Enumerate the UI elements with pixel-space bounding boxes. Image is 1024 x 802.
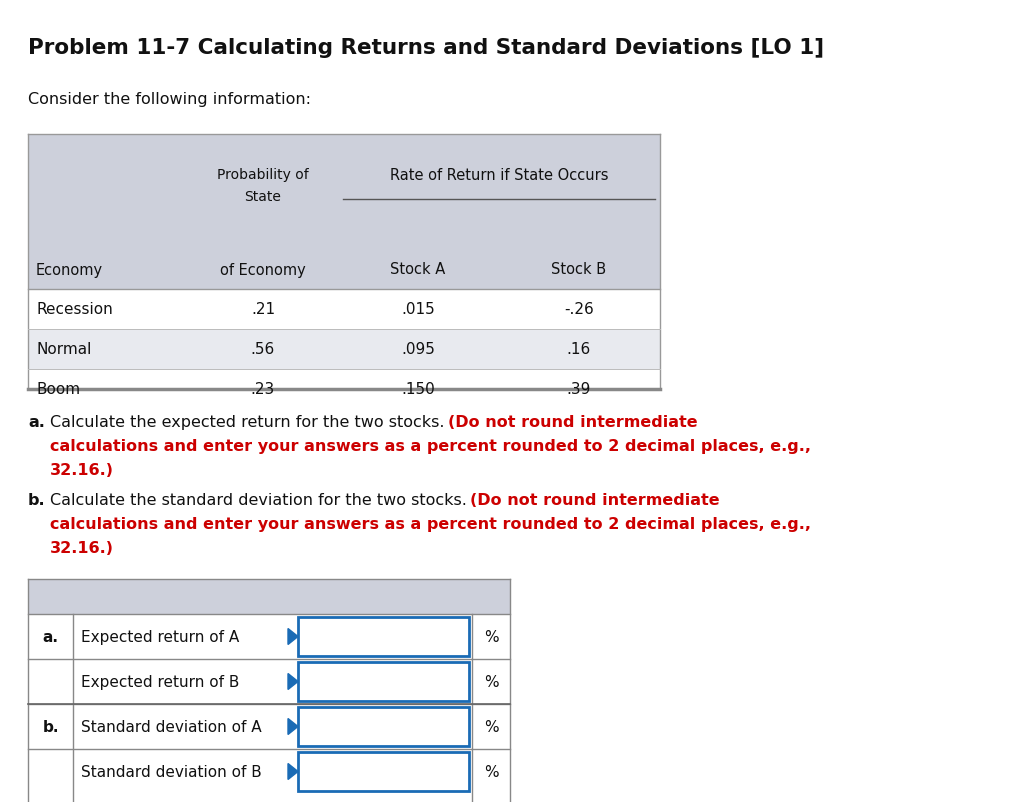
Text: .56: .56: [251, 342, 275, 357]
Bar: [28, 614, 510, 659]
Polygon shape: [288, 764, 298, 780]
Text: (Do not round intermediate: (Do not round intermediate: [447, 415, 697, 429]
Text: .21: .21: [251, 302, 275, 317]
Text: State: State: [245, 190, 282, 204]
Bar: [28, 370, 660, 410]
Text: .39: .39: [567, 382, 591, 397]
Text: Expected return of B: Expected return of B: [81, 674, 240, 689]
Text: Stock A: Stock A: [390, 262, 445, 277]
Text: of Economy: of Economy: [220, 262, 306, 277]
Text: Economy: Economy: [36, 262, 103, 277]
Bar: [28, 749, 510, 794]
Bar: [298, 662, 469, 701]
Bar: [28, 659, 510, 704]
Text: b.: b.: [42, 719, 58, 734]
Bar: [28, 704, 510, 749]
Text: Rate of Return if State Occurs: Rate of Return if State Occurs: [390, 168, 608, 182]
Text: Normal: Normal: [36, 342, 91, 357]
Text: calculations and enter your answers as a percent rounded to 2 decimal places, e.: calculations and enter your answers as a…: [50, 516, 811, 532]
Polygon shape: [288, 629, 298, 645]
Bar: [28, 135, 660, 290]
Text: (Do not round intermediate: (Do not round intermediate: [470, 492, 720, 508]
Text: 32.16.): 32.16.): [50, 463, 114, 477]
Text: a.: a.: [28, 415, 45, 429]
Text: .095: .095: [401, 342, 435, 357]
Bar: [298, 707, 469, 746]
Text: -.26: -.26: [564, 302, 594, 317]
Text: .23: .23: [251, 382, 275, 397]
Text: a.: a.: [43, 630, 58, 644]
Bar: [28, 290, 660, 330]
Text: %: %: [483, 674, 499, 689]
Text: calculations and enter your answers as a percent rounded to 2 decimal places, e.: calculations and enter your answers as a…: [50, 439, 811, 453]
Bar: [298, 752, 469, 791]
Polygon shape: [288, 674, 298, 690]
Text: Boom: Boom: [36, 382, 80, 397]
Text: Probability of: Probability of: [217, 168, 309, 182]
Text: Standard deviation of B: Standard deviation of B: [81, 764, 262, 779]
Text: %: %: [483, 630, 499, 644]
Text: 32.16.): 32.16.): [50, 541, 114, 555]
Text: Standard deviation of A: Standard deviation of A: [81, 719, 261, 734]
Text: .16: .16: [567, 342, 591, 357]
Bar: [298, 618, 469, 656]
Text: Calculate the standard deviation for the two stocks.: Calculate the standard deviation for the…: [50, 492, 470, 508]
Text: Expected return of A: Expected return of A: [81, 630, 240, 644]
Text: %: %: [483, 764, 499, 779]
Text: .015: .015: [401, 302, 435, 317]
Text: Recession: Recession: [36, 302, 113, 317]
Polygon shape: [288, 719, 298, 735]
Text: Stock B: Stock B: [552, 262, 606, 277]
Bar: [28, 579, 510, 614]
Text: Calculate the expected return for the two stocks.: Calculate the expected return for the tw…: [50, 415, 447, 429]
Text: %: %: [483, 719, 499, 734]
Text: Consider the following information:: Consider the following information:: [28, 92, 311, 107]
Bar: [28, 330, 660, 370]
Text: b.: b.: [28, 492, 46, 508]
Text: .150: .150: [401, 382, 435, 397]
Text: Problem 11-7 Calculating Returns and Standard Deviations [LO 1]: Problem 11-7 Calculating Returns and Sta…: [28, 38, 824, 58]
